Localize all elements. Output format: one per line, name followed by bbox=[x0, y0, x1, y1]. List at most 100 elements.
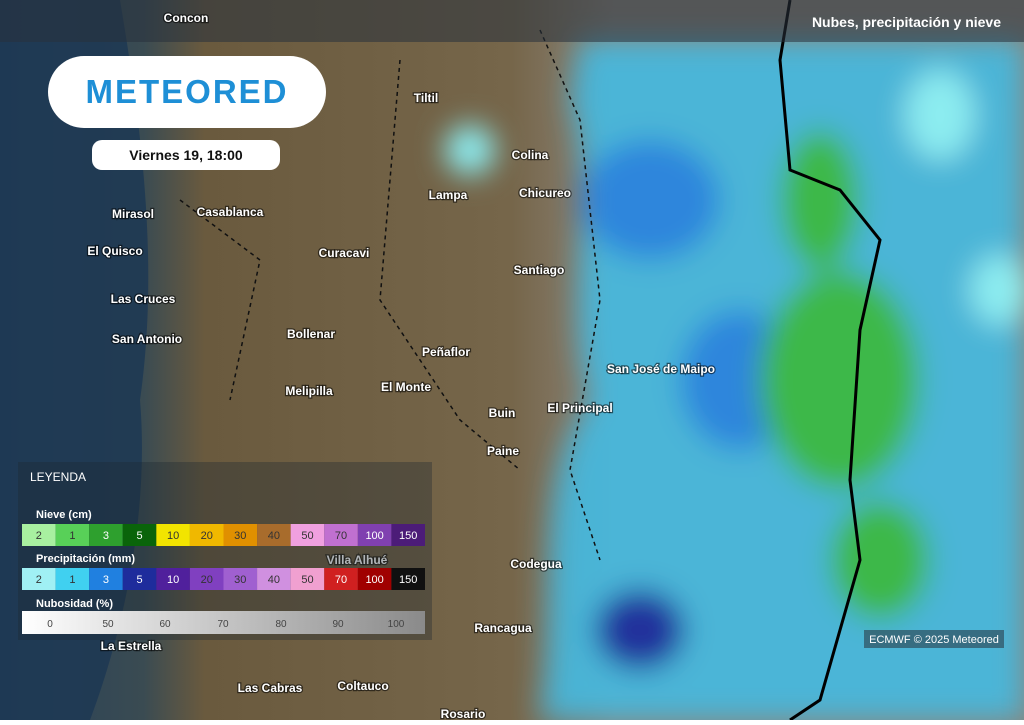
legend-swatch bbox=[324, 568, 358, 590]
legend-value: 70 bbox=[335, 530, 347, 542]
legend-value: 60 bbox=[159, 619, 171, 630]
legend-value: 50 bbox=[301, 530, 313, 542]
place-label: Tiltil bbox=[414, 91, 438, 105]
legend-swatch bbox=[22, 568, 56, 590]
legend-value: 70 bbox=[335, 574, 347, 586]
legend-value: 30 bbox=[234, 530, 246, 542]
legend-swatch bbox=[290, 524, 325, 546]
legend-swatch bbox=[55, 568, 90, 590]
legend-value: 3 bbox=[103, 530, 109, 542]
place-label: Buin bbox=[489, 406, 516, 420]
legend-label: Nubosidad (%) bbox=[36, 598, 113, 610]
legend-value: 50 bbox=[102, 619, 114, 630]
place-label: San Antonio bbox=[112, 332, 182, 346]
legend-swatch bbox=[22, 524, 56, 546]
date-box bbox=[92, 140, 280, 170]
legend-value: 5 bbox=[136, 574, 142, 586]
legend-value: 20 bbox=[201, 530, 213, 542]
legend: Nieve (cm)2 1 3 5 10 20 30 40 50 70 100 150Precipit… bbox=[22, 509, 425, 634]
legend-value: 100 bbox=[365, 530, 383, 542]
legend-swatch bbox=[257, 524, 291, 546]
legend-swatch bbox=[290, 568, 325, 590]
legend-value: 90 bbox=[332, 619, 344, 630]
precipitation bbox=[445, 40, 1024, 720]
logo-box bbox=[48, 56, 326, 128]
place-label: La Estrella bbox=[101, 639, 162, 653]
legend-swatch bbox=[391, 524, 425, 546]
place-label: El Monte bbox=[381, 380, 431, 394]
place-label: Bollenar bbox=[287, 327, 335, 341]
place-label: Coltauco bbox=[337, 679, 388, 693]
legend-gradient bbox=[22, 611, 425, 634]
layer-title: Nubes, precipitación y nieve bbox=[812, 14, 1001, 30]
place-label: Villa Alhué bbox=[327, 553, 388, 567]
place-label: Casablanca bbox=[197, 205, 264, 219]
place-label: Peñaflor bbox=[422, 345, 470, 359]
place-label: Lampa bbox=[429, 188, 468, 202]
legend-swatch bbox=[89, 568, 123, 590]
place-label: El Principal bbox=[547, 401, 612, 415]
place-label: San José de Maipo bbox=[607, 362, 715, 376]
place-label: Rosario bbox=[441, 707, 486, 720]
border bbox=[778, 0, 882, 722]
place-label: Curacavi bbox=[319, 246, 370, 260]
place-label: Las Cruces bbox=[111, 292, 176, 306]
legend-value: 1 bbox=[69, 530, 75, 542]
logo: METEORED bbox=[85, 73, 288, 110]
place-label: Rancagua bbox=[474, 621, 532, 635]
legend-value: 150 bbox=[399, 530, 417, 542]
legend-title: LEYENDA bbox=[30, 470, 86, 484]
place-label: Colina bbox=[512, 148, 549, 162]
legend-value: 150 bbox=[399, 574, 417, 586]
legend-swatch bbox=[55, 524, 90, 546]
place-label: El Quisco bbox=[87, 244, 142, 258]
date: Viernes 19, 18:00 bbox=[129, 147, 243, 163]
place-label: Codegua bbox=[510, 557, 562, 571]
legend-swatch bbox=[391, 568, 425, 590]
place-label: Santiago bbox=[514, 263, 565, 277]
legend-swatch bbox=[189, 524, 224, 546]
legend-swatch bbox=[122, 524, 157, 546]
legend-swatch bbox=[156, 568, 190, 590]
place-label: Mirasol bbox=[112, 207, 154, 221]
legend-value: 10 bbox=[167, 574, 179, 586]
legend-value: 2 bbox=[36, 574, 42, 586]
legend-value: 3 bbox=[103, 574, 109, 586]
credit-box bbox=[864, 630, 1004, 648]
legend-value: 40 bbox=[268, 574, 280, 586]
legend-value: 0 bbox=[47, 619, 53, 630]
legend-label: Nieve (cm) bbox=[36, 509, 92, 521]
credit: ECMWF © 2025 Meteored bbox=[869, 634, 999, 646]
legend-swatch bbox=[89, 524, 123, 546]
legend-value: 10 bbox=[167, 530, 179, 542]
legend-swatch bbox=[156, 524, 190, 546]
legend-value: 20 bbox=[201, 574, 213, 586]
legend-value: 80 bbox=[275, 619, 287, 630]
legend-value: 50 bbox=[301, 574, 313, 586]
legend-value: 100 bbox=[365, 574, 383, 586]
place-label: Melipilla bbox=[285, 384, 333, 398]
legend-box bbox=[18, 462, 432, 640]
legend-value: 100 bbox=[388, 619, 405, 630]
legend-swatch bbox=[257, 568, 291, 590]
legend-swatch bbox=[324, 524, 358, 546]
place-label: Las Cabras bbox=[238, 681, 303, 695]
legend-value: 40 bbox=[268, 530, 280, 542]
legend-swatch bbox=[122, 568, 157, 590]
region-lines bbox=[179, 29, 601, 561]
legend-swatch bbox=[357, 568, 392, 590]
top-bar bbox=[0, 0, 1024, 42]
legend-swatch bbox=[357, 524, 392, 546]
place-label: Concon bbox=[164, 11, 209, 25]
legend-value: 1 bbox=[69, 574, 75, 586]
places: Concon Tiltil Colina Lampa Chicureo Mirasol Ca… bbox=[86, 10, 716, 723]
legend-value: 70 bbox=[217, 619, 229, 630]
place-label: Chicureo bbox=[519, 186, 571, 200]
legend-value: 30 bbox=[234, 574, 246, 586]
legend-swatch bbox=[189, 568, 224, 590]
legend-swatch bbox=[223, 568, 258, 590]
legend-label: Precipitación (mm) bbox=[36, 553, 135, 565]
legend-swatch bbox=[223, 524, 258, 546]
